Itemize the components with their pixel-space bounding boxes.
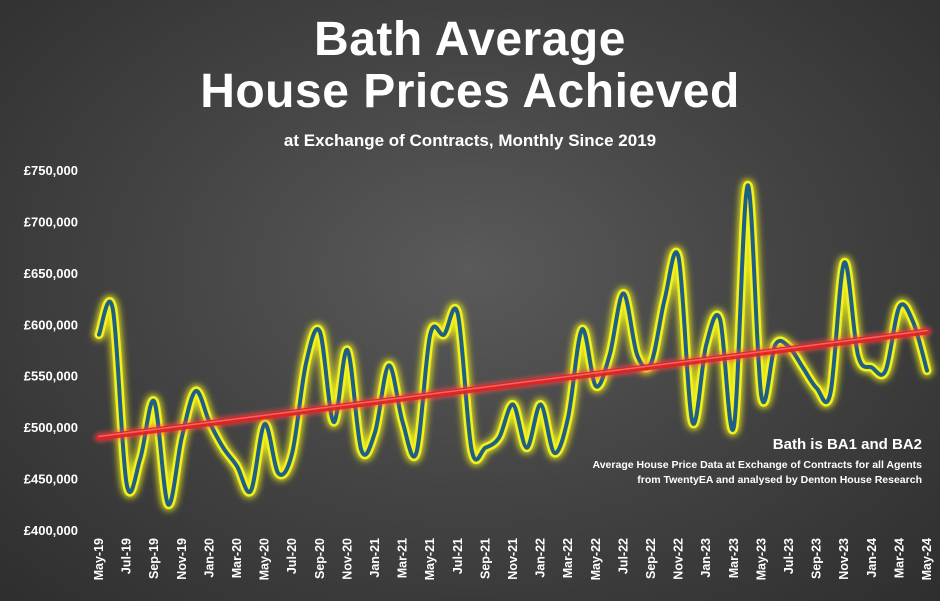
x-tick-label: Sep-23 xyxy=(810,538,824,579)
chart-title: Bath Average House Prices Achieved xyxy=(0,14,940,118)
x-tick-label: Jan-20 xyxy=(202,538,216,578)
x-tick-label: Jan-22 xyxy=(534,538,548,578)
x-axis: May-19 Jul-19 Sep-19 Nov-19 Jan-20 Mar-20 May-… xyxy=(92,538,934,580)
x-tick-label: Mar-20 xyxy=(230,538,244,578)
x-tick-label: Jan-24 xyxy=(865,538,879,578)
source-note-line1: Average House Price Data at Exchange of … xyxy=(592,459,922,471)
y-tick-label: £750,000 xyxy=(24,163,78,178)
chart-subtitle: at Exchange of Contracts, Monthly Since … xyxy=(283,131,657,150)
x-tick-label: May-20 xyxy=(258,538,272,580)
x-tick-label: May-22 xyxy=(589,538,603,580)
trendline xyxy=(94,326,932,443)
x-tick-label: Mar-22 xyxy=(561,538,575,578)
x-tick-label: May-23 xyxy=(754,538,768,580)
x-tick-label: Jul-21 xyxy=(451,538,465,574)
x-tick-label: Nov-23 xyxy=(837,538,851,580)
x-tick-label: Nov-21 xyxy=(506,538,520,580)
x-tick-label: May-19 xyxy=(92,538,106,580)
chart-title-line1: Bath Average xyxy=(314,13,626,66)
y-tick-label: £400,000 xyxy=(24,523,78,538)
x-tick-label: May-21 xyxy=(423,538,437,580)
x-tick-label: Mar-21 xyxy=(396,538,410,578)
x-tick-label: Sep-20 xyxy=(313,538,327,579)
trendline-line xyxy=(96,328,930,441)
price-series xyxy=(93,179,933,511)
x-tick-label: Nov-19 xyxy=(175,538,189,580)
source-note-heading: Bath is BA1 and BA2 xyxy=(772,436,922,453)
y-tick-label: £450,000 xyxy=(24,472,78,487)
x-tick-label: Sep-21 xyxy=(478,538,492,579)
y-tick-label: £600,000 xyxy=(24,317,78,332)
x-tick-label: Jul-19 xyxy=(120,538,134,574)
y-tick-label: £650,000 xyxy=(24,266,78,281)
series-line xyxy=(97,183,929,507)
x-tick-label: Mar-23 xyxy=(727,538,741,578)
x-tick-label: Jul-22 xyxy=(616,538,630,574)
x-tick-label: Nov-20 xyxy=(340,538,354,580)
x-tick-label: Mar-24 xyxy=(892,538,906,578)
trendline-highlight xyxy=(98,329,928,438)
x-tick-label: Jan-21 xyxy=(368,538,382,578)
x-tick-label: Nov-22 xyxy=(672,538,686,580)
x-tick-label: Jan-23 xyxy=(699,538,713,578)
x-tick-label: Jul-23 xyxy=(782,538,796,574)
y-tick-label: £700,000 xyxy=(24,214,78,229)
source-note-line2: from TwentyEA and analysed by Denton Hou… xyxy=(637,474,922,486)
x-tick-label: May-24 xyxy=(920,538,934,580)
chart-title-line2: House Prices Achieved xyxy=(200,65,740,118)
y-axis: £400,000 £450,000 £500,000 £550,000 £600,000… xyxy=(24,163,78,538)
x-tick-label: Jul-20 xyxy=(285,538,299,574)
y-tick-label: £550,000 xyxy=(24,369,78,384)
y-tick-label: £500,000 xyxy=(24,420,78,435)
x-tick-label: Sep-22 xyxy=(644,538,658,579)
x-tick-label: Sep-19 xyxy=(147,538,161,579)
